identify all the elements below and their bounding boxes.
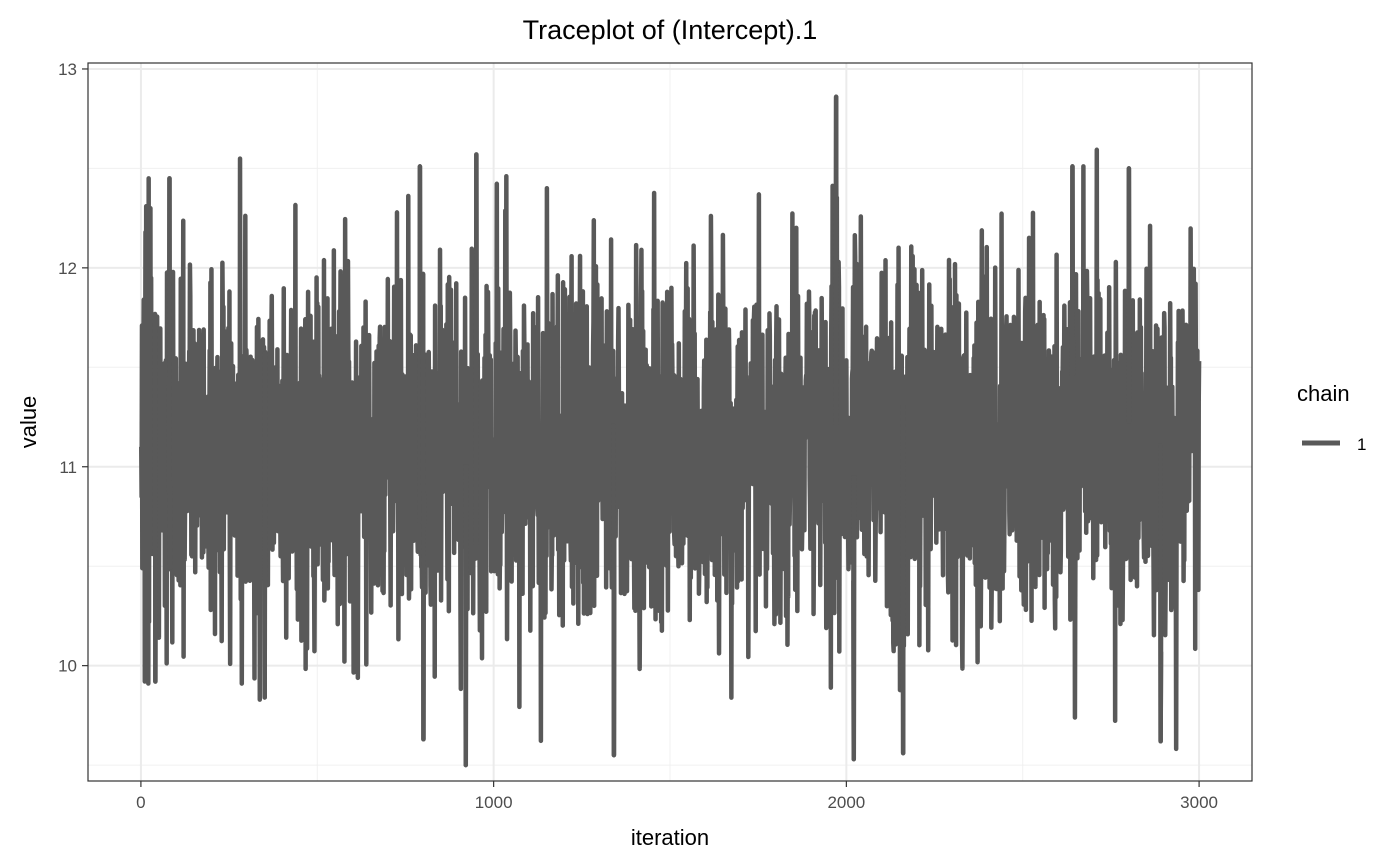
chart-title: Traceplot of (Intercept).1 xyxy=(523,15,818,45)
x-tick-label: 1000 xyxy=(475,793,513,812)
y-tick-label: 13 xyxy=(58,60,77,79)
series-layer xyxy=(139,94,1202,768)
x-tick-label: 2000 xyxy=(827,793,865,812)
trace-extreme-point xyxy=(1126,166,1132,424)
trace-extreme-point xyxy=(166,176,173,570)
x-tick-label: 0 xyxy=(136,793,145,812)
trace-extreme-point xyxy=(851,475,857,762)
plot-panel-border xyxy=(87,62,1253,782)
trace-extreme-point xyxy=(417,164,423,524)
y-tick-label: 11 xyxy=(59,458,77,477)
y-tick-label: 10 xyxy=(58,657,77,676)
x-tick-label: 3000 xyxy=(1180,793,1218,812)
trace-extreme-point xyxy=(152,313,158,684)
legend-label: 1 xyxy=(1357,435,1366,454)
trace-extreme-point xyxy=(262,351,268,700)
trace-extreme-point xyxy=(1158,443,1164,744)
trace-extreme-point xyxy=(611,423,617,758)
trace-extreme-point xyxy=(1069,164,1076,377)
trace-extreme-point xyxy=(463,464,469,768)
legend-title: chain xyxy=(1297,381,1350,406)
x-axis-title: iteration xyxy=(631,825,709,850)
trace-line-chain-1 xyxy=(139,94,1202,768)
y-axis-title: value xyxy=(16,396,41,449)
trace-extreme-point xyxy=(473,152,479,546)
trace-extreme-point xyxy=(420,273,427,742)
trace-extreme-point xyxy=(900,402,906,756)
y-tick-label: 12 xyxy=(58,259,77,278)
axes: 0 1000 2000 3000 10 11 12 13 xyxy=(58,60,1218,812)
trace-extreme-point xyxy=(833,94,839,426)
legend: chain 1 xyxy=(1297,381,1366,454)
